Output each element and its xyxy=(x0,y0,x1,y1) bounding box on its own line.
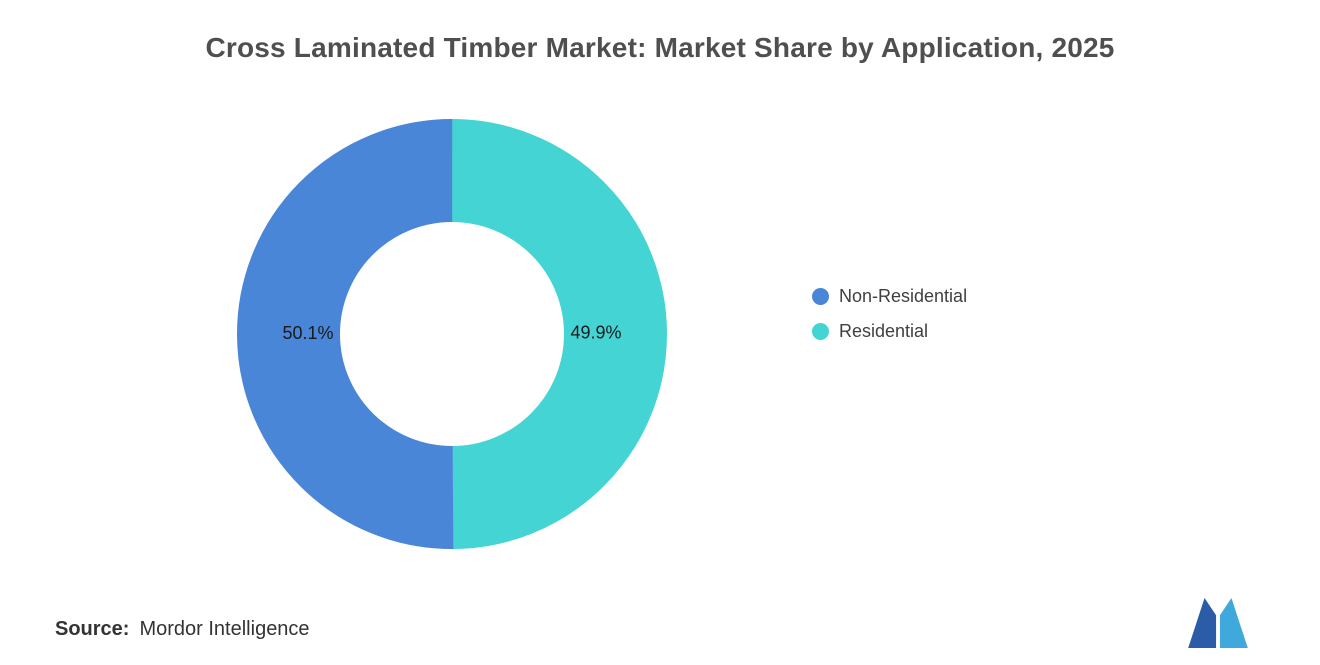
chart-title: Cross Laminated Timber Market: Market Sh… xyxy=(205,32,1115,63)
mordor-intelligence-logo xyxy=(1188,598,1248,648)
legend-item-non-residential[interactable]: Non-Residential xyxy=(812,286,967,307)
legend-swatch-non-residential xyxy=(812,288,829,305)
legend-label-non-residential: Non-Residential xyxy=(839,286,968,306)
source-note: Source: Mordor Intelligence xyxy=(55,618,310,641)
chart-legend: Non-Residential Residential xyxy=(812,286,967,356)
legend-swatch-residential xyxy=(812,323,829,340)
source-label: Source: xyxy=(55,618,130,640)
logo-right-shape xyxy=(1219,598,1248,648)
slice-value-label-non-residential: 50.1% xyxy=(282,323,333,343)
logo-left-shape xyxy=(1188,598,1217,648)
legend-item-residential[interactable]: Residential xyxy=(812,321,967,342)
legend-label-residential: Residential xyxy=(839,321,929,341)
slice-value-label-residential: 49.9% xyxy=(570,322,621,342)
donut-slice-non-residential[interactable] xyxy=(237,119,667,549)
source-value: Mordor Intelligence xyxy=(139,618,310,640)
